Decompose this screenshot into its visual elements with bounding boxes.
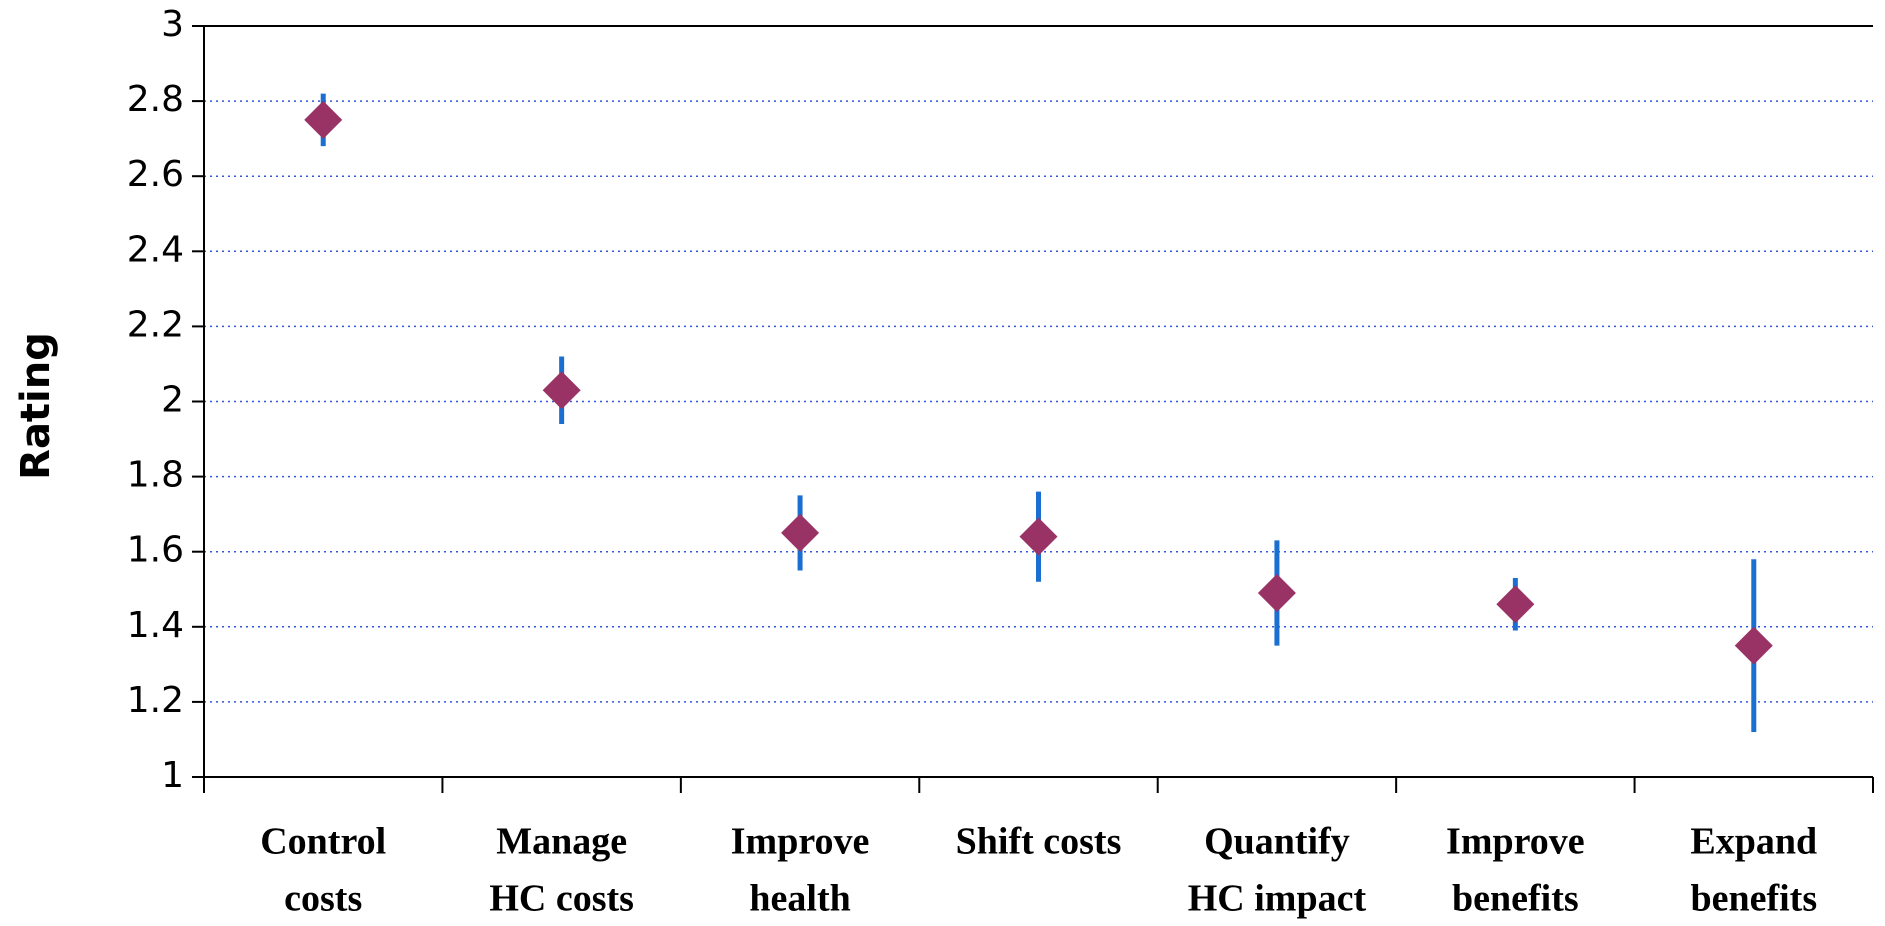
y-tick-label: 3	[161, 4, 184, 45]
point	[1496, 585, 1535, 624]
y-tick-label: 1.2	[127, 680, 184, 721]
x-tick-label: Shift costs	[956, 821, 1122, 863]
y-tick-label: 2.6	[127, 154, 184, 195]
x-tick-label: Improve	[1446, 821, 1585, 863]
x-tick-label: Quantify	[1204, 821, 1350, 863]
point	[1734, 626, 1773, 665]
x-tick-label: costs	[284, 878, 362, 920]
point	[542, 371, 581, 410]
y-tick-label: 2.2	[127, 304, 184, 345]
point	[1257, 574, 1296, 613]
y-tick-label: 2.8	[127, 79, 184, 120]
point	[304, 100, 343, 139]
x-tick-label: benefits	[1690, 878, 1817, 920]
point	[781, 513, 820, 552]
x-tick-label: HC costs	[489, 878, 634, 920]
y-tick-label: 1.8	[127, 455, 184, 496]
y-tick-label: 2.4	[127, 229, 184, 270]
x-tick-label: Control	[260, 821, 386, 863]
y-tick-label: 1.4	[127, 605, 184, 646]
y-axis-label: Rating	[13, 332, 59, 480]
point	[1019, 517, 1058, 556]
x-tick-label: Improve	[731, 821, 870, 863]
x-tick-label: benefits	[1452, 878, 1579, 920]
y-tick-label: 1	[161, 755, 184, 796]
x-tick-label: Manage	[496, 821, 627, 863]
x-tick-label: Expand	[1690, 821, 1817, 863]
x-tick-label: health	[749, 878, 850, 920]
y-tick-label: 2	[161, 380, 184, 421]
x-tick-label: HC impact	[1188, 878, 1367, 920]
y-tick-label: 1.6	[127, 530, 184, 571]
